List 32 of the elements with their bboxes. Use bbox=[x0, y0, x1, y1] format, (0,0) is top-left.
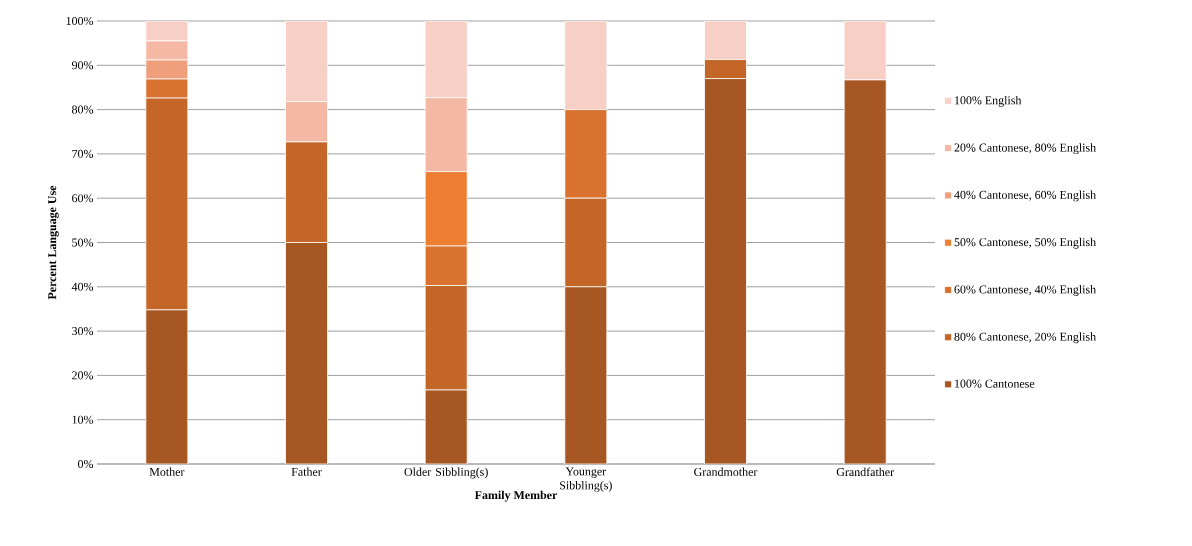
y-tick-label: 40% bbox=[71, 282, 94, 291]
y-tick-label: 100% bbox=[66, 16, 94, 26]
legend-label: 80% Cantonese, 20% English bbox=[954, 332, 1096, 344]
bar bbox=[704, 78, 747, 464]
y-tick-label: 0% bbox=[78, 459, 94, 469]
legend-label: 50% Cantonese, 50% English bbox=[954, 237, 1096, 249]
y-tick-label: 80% bbox=[72, 105, 94, 114]
y-tick-label: 60% bbox=[72, 194, 94, 203]
y-tick-label: 70% bbox=[72, 149, 94, 158]
legend-label: 60% Cantonese, 40% English bbox=[954, 285, 1096, 296]
y-tick-label: 30% bbox=[72, 327, 94, 336]
bar bbox=[424, 389, 468, 464]
y-tick-label: 50% bbox=[72, 238, 94, 247]
x-tick-label: Older Sibbling(s) bbox=[404, 467, 488, 479]
y-tick-label: 90% bbox=[71, 61, 94, 70]
x-axis-title: Family Member bbox=[474, 490, 558, 502]
bar bbox=[285, 242, 328, 464]
legend-label: 40% Cantonese, 60% English bbox=[954, 190, 1096, 202]
y-tick-label: 10% bbox=[72, 415, 94, 424]
bar bbox=[564, 286, 608, 464]
x-tick-label: Grandmother bbox=[694, 467, 758, 476]
bar bbox=[843, 79, 887, 464]
legend-label: 20% Cantonese, 80% English bbox=[954, 143, 1096, 155]
x-tick-label: Father bbox=[291, 467, 322, 476]
y-tick-label: 20% bbox=[72, 371, 94, 380]
legend-label: 100% English bbox=[955, 95, 1022, 107]
x-tick-label: Mother bbox=[149, 467, 185, 476]
bar bbox=[145, 309, 189, 464]
x-tick-label: Younger Sibbling(s) bbox=[560, 467, 612, 492]
legend-label: 100% Cantonese bbox=[955, 379, 1035, 388]
x-tick-label: Grandfather bbox=[836, 467, 894, 477]
y-axis-title: Percent Language Use bbox=[48, 185, 59, 300]
